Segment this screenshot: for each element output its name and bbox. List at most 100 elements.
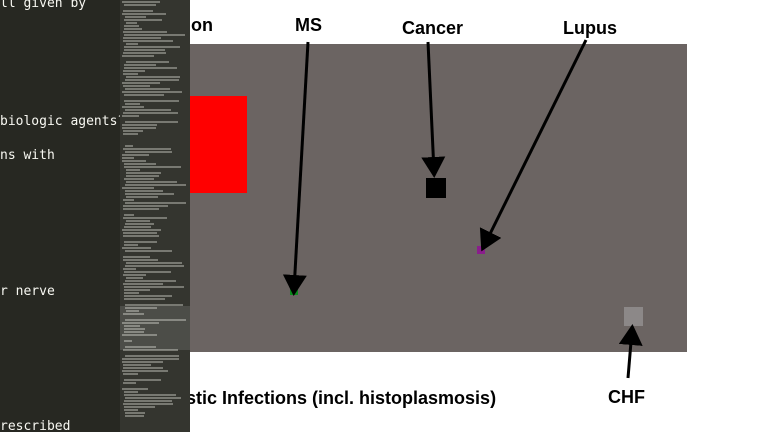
minimap-row	[126, 181, 177, 183]
minimap-row	[125, 88, 170, 90]
minimap-row	[123, 268, 136, 270]
minimap-row	[125, 415, 144, 417]
minimap-row	[126, 169, 140, 171]
minimap-row	[123, 148, 171, 150]
minimap-row	[126, 310, 139, 312]
minimap-row	[126, 43, 138, 45]
minimap-row	[125, 121, 178, 123]
minimap-row	[123, 259, 158, 261]
minimap-row	[123, 112, 178, 114]
lupus-label: Lupus	[563, 18, 617, 38]
minimap-row	[122, 91, 182, 93]
minimap-row	[123, 256, 150, 258]
ms-label: MS	[295, 15, 322, 35]
minimap-row	[125, 184, 186, 186]
minimap-row	[125, 202, 186, 204]
minimap-row	[122, 13, 166, 15]
minimap-row	[125, 355, 179, 357]
minimap-row	[125, 109, 171, 111]
minimap-row	[122, 157, 134, 159]
minimap-row	[125, 193, 174, 195]
minimap-row	[124, 28, 142, 30]
minimap-row	[124, 409, 138, 411]
minimap-row	[123, 283, 163, 285]
code-editor-panel[interactable]: ll given by biologic agents? ns with r n…	[0, 0, 190, 432]
minimap-row	[124, 394, 176, 396]
chf-marker	[624, 307, 643, 326]
plot-area	[190, 44, 687, 352]
minimap-row	[126, 172, 161, 174]
minimap-row	[123, 199, 134, 201]
minimap-row	[124, 331, 144, 333]
minimap-row	[123, 274, 146, 276]
minimap-row	[124, 340, 132, 342]
minimap-row	[123, 367, 163, 369]
minimap-viewport-slider[interactable]	[120, 306, 190, 350]
minimap-row	[126, 61, 169, 63]
minimap-row	[122, 361, 163, 363]
minimap-row	[124, 400, 172, 402]
minimap-row	[122, 82, 160, 84]
minimap-row	[124, 178, 154, 180]
minimap-row	[126, 196, 158, 198]
minimap-row	[126, 22, 137, 24]
minimap-row	[122, 334, 157, 336]
minimap-row	[124, 49, 165, 51]
minimap-row	[124, 19, 162, 21]
minimap-row	[124, 226, 151, 228]
minimap-row	[123, 73, 138, 75]
minimap-row	[126, 220, 150, 222]
minimap-row	[124, 328, 145, 330]
minimap-row	[125, 223, 154, 225]
minimap-row	[122, 322, 159, 324]
minimap-row	[124, 298, 165, 300]
cancer-label: Cancer	[402, 18, 464, 38]
minimap-row	[122, 247, 151, 249]
code-line-3: ns with	[0, 148, 55, 163]
minimap-row	[124, 166, 181, 168]
minimap-row	[124, 295, 172, 297]
minimap-row	[125, 250, 172, 252]
minimap-row	[123, 232, 157, 234]
minimap-row	[124, 271, 171, 273]
minimap-row	[123, 382, 136, 384]
code-line-2: biologic agents?	[0, 114, 120, 129]
minimap-row	[124, 163, 156, 165]
minimap-row	[125, 145, 133, 147]
minimap-row	[123, 70, 145, 72]
minimap-row	[123, 130, 143, 132]
minimap-row	[124, 391, 138, 393]
minimap-row	[122, 124, 157, 126]
minimap-row	[124, 325, 140, 327]
minimap-row	[124, 292, 139, 294]
slide-title: ion	[186, 15, 213, 35]
minimap-row	[125, 319, 186, 321]
minimap-row	[125, 346, 156, 348]
minimap-row	[123, 10, 153, 12]
code-area[interactable]: ll given by biologic agents? ns with r n…	[0, 0, 120, 432]
minimap-row	[123, 349, 178, 351]
minimap-row	[123, 235, 159, 237]
minimap-row	[126, 277, 143, 279]
minimap-row	[125, 304, 183, 306]
chf-label: CHF	[608, 387, 645, 407]
minimap-row	[126, 262, 182, 264]
minimap-row	[123, 133, 138, 135]
lupus-marker	[477, 246, 485, 254]
minimap-row	[124, 406, 155, 408]
minimap-row	[124, 214, 134, 216]
minimap-row	[125, 412, 145, 414]
minimap-row	[125, 307, 157, 309]
minimap-row	[124, 4, 156, 6]
minimap-row	[123, 373, 138, 375]
minimap-row	[125, 79, 179, 81]
minimap-row	[122, 388, 148, 390]
minimap-row	[125, 151, 172, 153]
minimap-row	[124, 25, 139, 27]
minimap-row	[123, 403, 173, 405]
minimap-row	[122, 55, 154, 57]
minimap-rows	[120, 1, 190, 420]
editor-minimap[interactable]	[120, 0, 190, 432]
minimap-row	[123, 205, 168, 207]
minimap-row	[124, 244, 138, 246]
